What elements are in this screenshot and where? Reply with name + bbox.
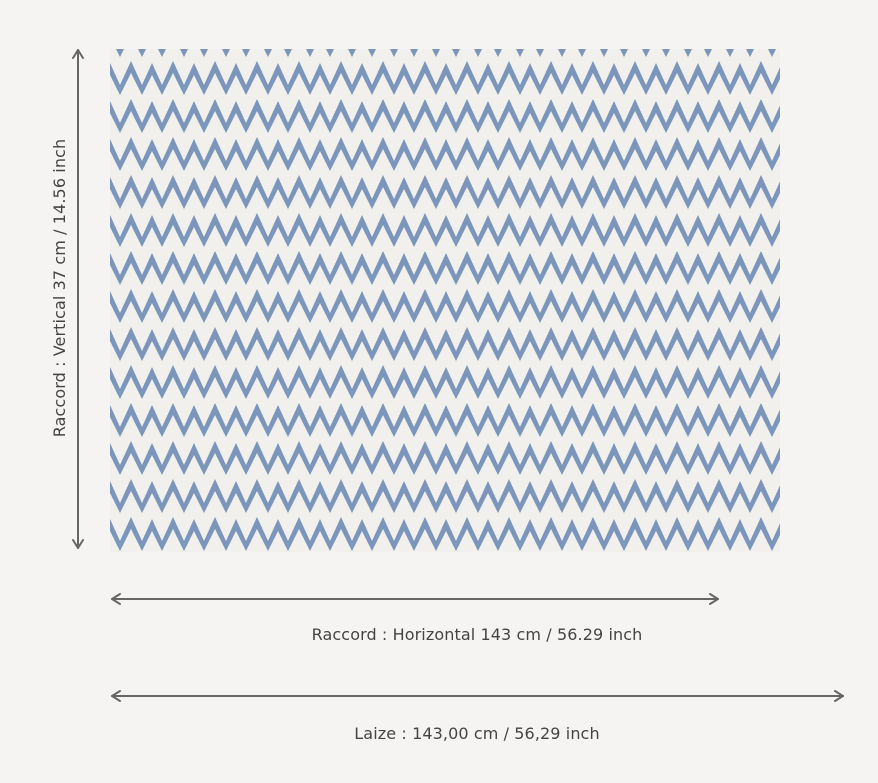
zigzag-pattern [110,49,780,552]
horizontal-repeat-label: Raccord : Horizontal 143 cm / 56.29 inch [311,625,643,644]
fabric-swatch-image [110,49,780,552]
width-label: Laize : 143,00 cm / 56,29 inch [354,724,600,743]
vertical-repeat-label: Raccord : Vertical 37 cm / 14.56 inch [50,138,69,438]
